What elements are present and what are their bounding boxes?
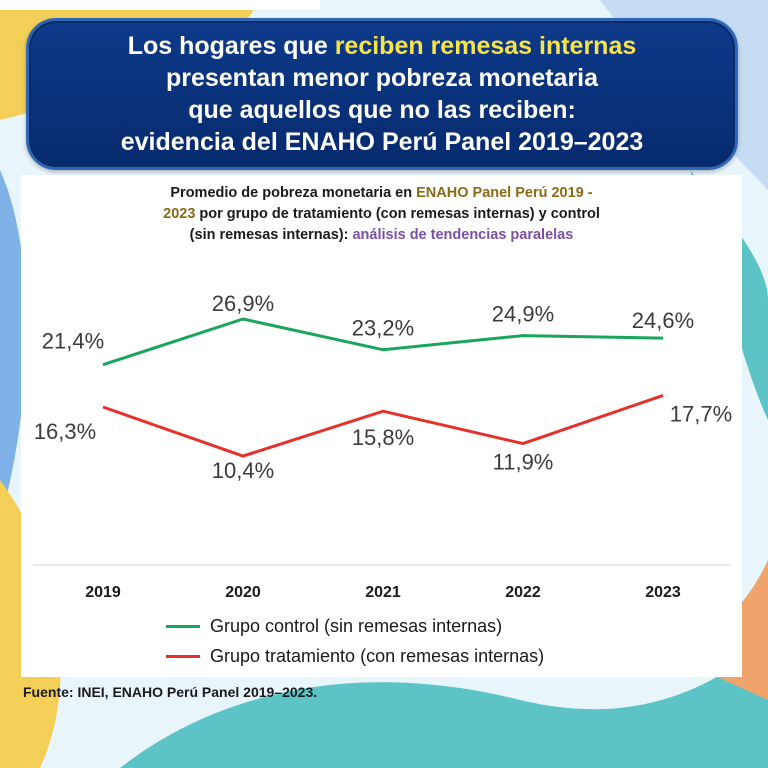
chart-legend: Grupo control (sin remesas internas) Gru… <box>166 611 544 671</box>
data-label-treatment-2019: 16,3% <box>34 419 96 444</box>
source-note: Fuente: INEI, ENAHO Perú Panel 2019–2023… <box>23 684 318 700</box>
x-tick-label: 2022 <box>505 584 541 601</box>
data-label-control-2019: 21,4% <box>42 329 104 354</box>
data-label-control-2023: 24,6% <box>632 308 694 333</box>
line-chart: 21,4% 26,9% 23,2% 24,9% 24,6% 16,3% 10,4% 15,8%… <box>33 291 732 601</box>
legend-swatch-control <box>166 624 200 628</box>
data-label-treatment-2021: 15,8% <box>352 425 414 450</box>
x-tick-label: 2023 <box>645 584 681 601</box>
page-title: Los hogares que reciben remesas internas… <box>120 32 644 156</box>
data-label-control-2021: 23,2% <box>352 316 414 341</box>
chart-title-emphasis: análisis de tendencias paralelas <box>352 227 574 243</box>
data-label-treatment-2020: 10,4% <box>212 458 274 483</box>
data-label-control-2020: 26,9% <box>212 291 274 316</box>
series-line-treatment <box>102 393 664 458</box>
chart-panel: Promedio de pobreza monetaria en ENAHO P… <box>21 175 742 677</box>
legend-swatch-treatment <box>166 654 200 658</box>
top-card <box>0 0 320 10</box>
legend-item-control: Grupo control (sin remesas internas) <box>166 611 544 641</box>
x-tick-label: 2020 <box>225 584 261 601</box>
data-label-treatment-2022: 11,9% <box>493 450 554 475</box>
title-highlight: reciben remesas internas <box>334 32 637 60</box>
data-label-treatment-2023: 17,7% <box>670 401 732 426</box>
legend-item-treatment: Grupo tratamiento (con remesas internas) <box>166 641 544 671</box>
title-banner: Los hogares que reciben remesas internas… <box>26 18 738 170</box>
x-tick-label: 2021 <box>365 584 401 601</box>
series-line-control <box>102 317 664 367</box>
chart-title: Promedio de pobreza monetaria en ENAHO P… <box>163 185 600 243</box>
data-label-control-2022: 24,9% <box>492 302 554 327</box>
x-tick-label: 2019 <box>85 584 121 601</box>
